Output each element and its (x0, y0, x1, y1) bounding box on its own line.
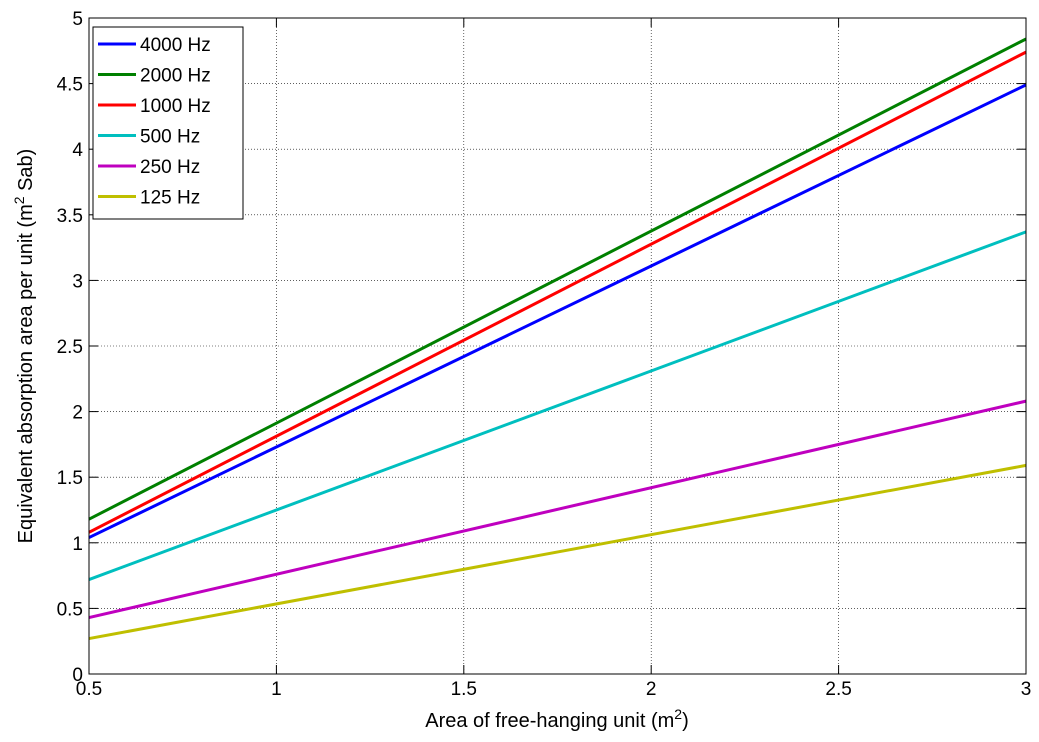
x-tick-label: 2 (646, 679, 657, 700)
tick-labels: 0.5 1 1.5 2 2.5 300.511.522.533.544.55 (57, 9, 1032, 700)
x-tick-label: 0.5 (76, 679, 102, 700)
y-tick-label: 5 (72, 9, 83, 30)
y-tick-label: 0 (72, 665, 83, 686)
y-tick-label: 1 (72, 534, 83, 555)
legend: 4000 Hz 2000 Hz 1000 Hz 500 Hz 250 Hz 125 Hz (92, 26, 244, 220)
legend-label: 2000 Hz (140, 66, 211, 87)
series-line (88, 463, 1027, 641)
series-line (88, 37, 1027, 521)
y-tick-label: 4 (72, 140, 83, 161)
x-tick-label: 1 (271, 679, 282, 700)
x-tick-label: 2.5 (825, 679, 851, 700)
x-tick-label: 3 (1021, 679, 1032, 700)
x-tick-label: 1.5 (451, 679, 477, 700)
x-axis-title: Area of free-hanging unit (m2) (425, 706, 689, 732)
legend-label: 4000 Hz (140, 35, 211, 56)
series-line (88, 83, 1027, 539)
y-tick-label: 3 (72, 271, 83, 292)
series-lines (88, 37, 1027, 641)
y-tick-label: 0.5 (57, 599, 83, 620)
y-tick-label: 3.5 (57, 206, 83, 227)
legend-box (92, 26, 244, 220)
y-tick-label: 1.5 (57, 468, 83, 489)
y-tick-label: 2 (72, 403, 83, 424)
series-line (88, 399, 1027, 620)
series-line (88, 50, 1027, 534)
y-axis-title: Equivalent absorption area per unit (m2 … (11, 149, 37, 544)
legend-label: 250 Hz (140, 157, 200, 178)
series-line (88, 230, 1027, 581)
y-tick-label: 2.5 (57, 337, 83, 358)
legend-label: 125 Hz (140, 188, 200, 209)
ticks (88, 17, 1027, 675)
legend-label: 1000 Hz (140, 96, 211, 117)
legend-label: 500 Hz (140, 127, 200, 148)
y-tick-label: 4.5 (57, 75, 83, 96)
